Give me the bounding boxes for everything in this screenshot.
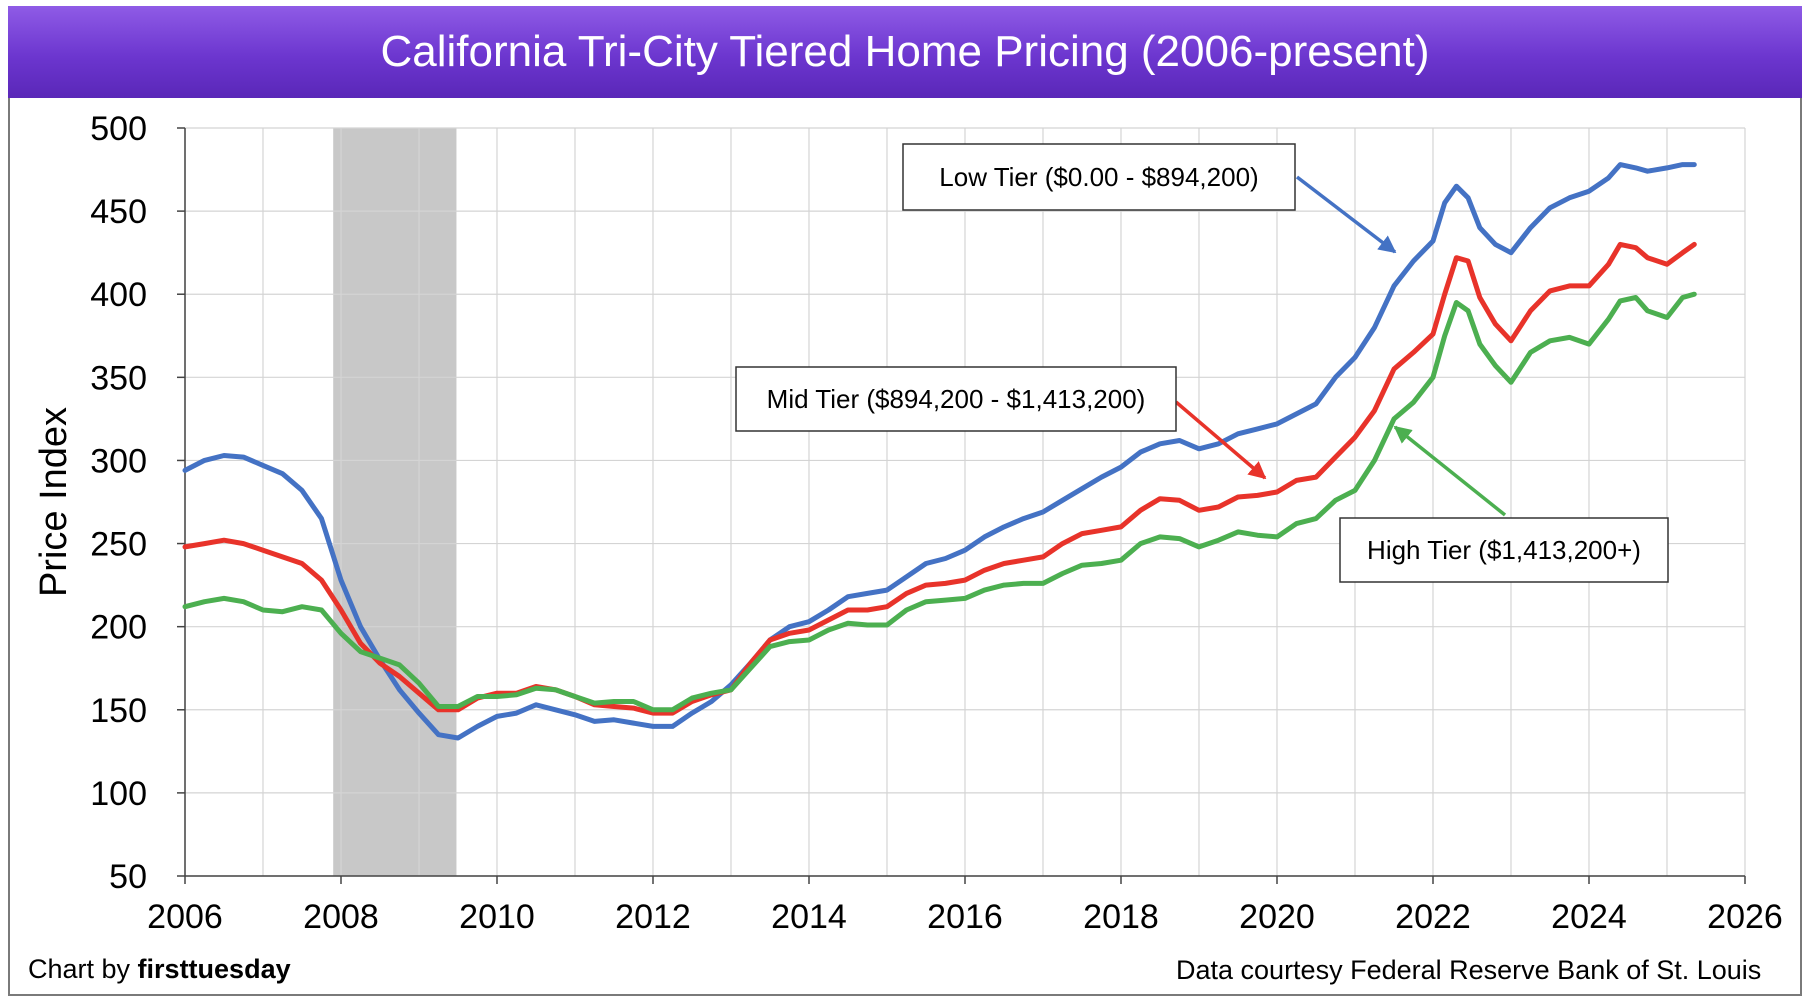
- annotation-label-2: Mid Tier ($894,200 - $1,413,200): [767, 384, 1146, 414]
- x-tick-label: 2008: [303, 898, 379, 936]
- recession-band: [333, 128, 457, 876]
- x-tick-label: 2024: [1551, 898, 1627, 936]
- x-tick-label: 2016: [927, 898, 1003, 936]
- x-tick-label: 2022: [1395, 898, 1471, 936]
- annotation-arrow-3: [1393, 425, 1507, 517]
- x-tick-label: 2020: [1239, 898, 1315, 936]
- x-tick-label: 2026: [1707, 898, 1783, 936]
- y-tick-label: 200: [90, 609, 147, 647]
- series-line-3: [182, 291, 1697, 713]
- x-tick-label: 2018: [1083, 898, 1159, 936]
- y-tick-label: 400: [90, 276, 147, 314]
- x-tick-label: 2014: [771, 898, 847, 936]
- y-tick-label: 100: [90, 775, 147, 813]
- series-line-1: [182, 162, 1697, 741]
- credit-brand: firsttuesday: [137, 954, 291, 984]
- x-tick-label: 2006: [147, 898, 223, 936]
- y-tick-label: 350: [90, 359, 147, 397]
- annotation-box-3: [1339, 517, 1669, 583]
- y-tick-label: 300: [90, 442, 147, 480]
- y-tick-label: 500: [90, 110, 147, 148]
- data-source-credit: Data courtesy Federal Reserve Bank of St…: [1176, 955, 1762, 985]
- annotation-arrow-1: [1295, 175, 1397, 254]
- annotation-label-3: High Tier ($1,413,200+): [1367, 535, 1641, 565]
- credit-prefix: Chart by: [28, 954, 138, 984]
- y-axis-label: Price Index: [33, 407, 75, 597]
- annotation-box-1: [902, 143, 1296, 211]
- y-tick-label: 150: [90, 692, 147, 730]
- x-tick-label: 2012: [615, 898, 691, 936]
- annotation-arrow-2: [1174, 400, 1267, 480]
- x-tick-label: 2010: [459, 898, 535, 936]
- chart-title: California Tri-City Tiered Home Pricing …: [8, 6, 1802, 98]
- annotation-label-1: Low Tier ($0.00 - $894,200): [939, 162, 1258, 192]
- chart-credit: Chart by firsttuesday: [28, 954, 291, 985]
- y-tick-label: 250: [90, 526, 147, 564]
- annotation-box-2: [735, 366, 1177, 432]
- y-tick-label: 450: [90, 193, 147, 231]
- y-tick-label: 50: [109, 858, 147, 896]
- series-line-2: [182, 241, 1697, 716]
